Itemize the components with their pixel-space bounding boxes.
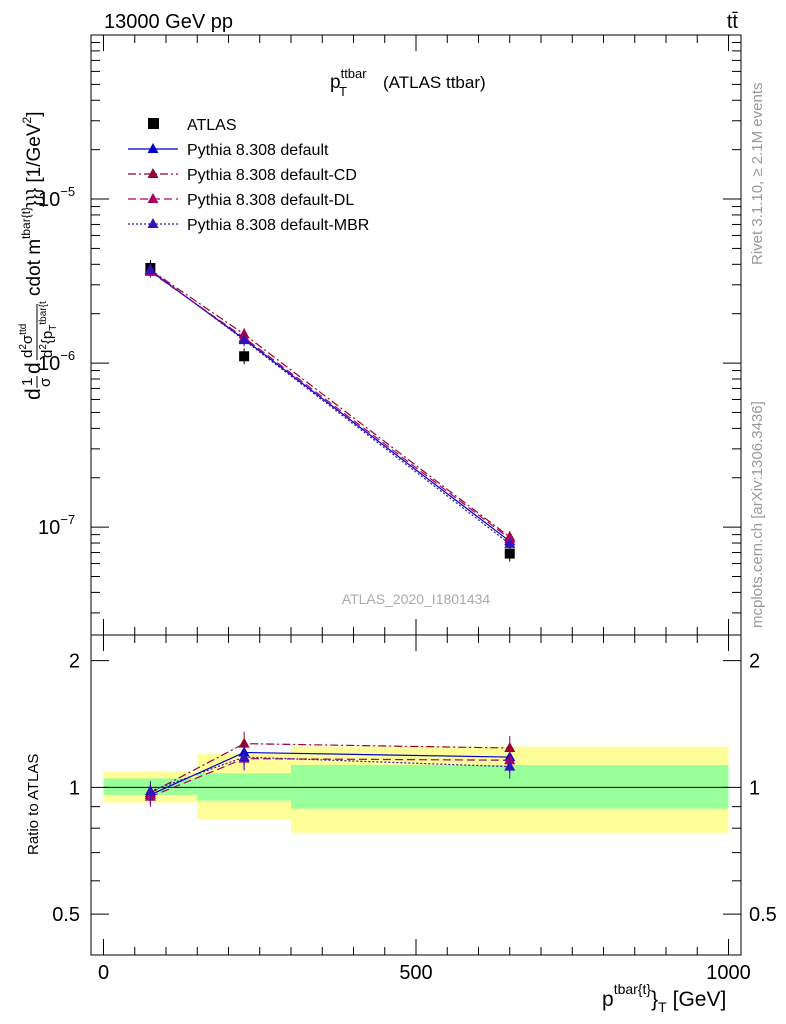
ratio-y-tick-labels: 0.5 0.5 1 1 2 2 (52, 651, 777, 927)
legend-marker (147, 218, 159, 228)
ratio-data-point (504, 742, 516, 753)
legend-marker (147, 193, 159, 203)
ratio-y-tick-label: 2 (69, 651, 80, 673)
legend-label: Pythia 8.308 default-DL (187, 192, 354, 209)
legend-entry-3: Pythia 8.308 default-DL (128, 192, 354, 209)
legend-label: ATLAS (187, 117, 237, 134)
ratio-series (144, 731, 516, 807)
legend-entry-4: Pythia 8.308 default-MBR (128, 217, 369, 234)
legend: ATLAS Pythia 8.308 default Pythia 8.308 de… (128, 117, 369, 234)
svg-text:σ: σ (37, 377, 54, 387)
legend-marker (148, 118, 159, 129)
analysis-watermark: ATLAS_2020_I1801434 (342, 591, 491, 607)
ratio-y-axis-label: Ratio to ATLAS (25, 754, 42, 855)
ratio-tick-marks (91, 635, 741, 955)
rivet-version-label: Rivet 3.1.10, ≥ 2.1M events (749, 83, 766, 266)
ratio-y-tick-label-right: 0.5 (749, 904, 777, 926)
ratio-panel: 0.5 0.5 1 1 2 2 0 500 1000 Ratio to ATLAS ptbar… (25, 634, 777, 1015)
legend-label: Pythia 8.308 default (187, 142, 329, 159)
header-collision-label: 13000 GeV pp (104, 11, 233, 33)
atlas-data-point (239, 351, 250, 362)
main-series-4 (144, 263, 516, 550)
svg-text:d2{pTtbar{t: d2{pTtbar{t (38, 301, 59, 358)
svg-text:d2σttd: d2σttd (18, 324, 36, 358)
mc-data-point (144, 263, 156, 274)
x-tick-labels: 0 500 1000 (98, 962, 751, 984)
x-axis-label: ptbar{t}}T [GeV] (602, 981, 726, 1015)
ratio-line (150, 756, 510, 792)
main-y-axis-label: d 1 σ d d2σttd d2{pTtbar{t cdot mtbar{t}… (18, 112, 59, 401)
main-y-tick-label: 10−7 (38, 512, 75, 539)
ratio-y-tick-label-right: 1 (749, 777, 760, 799)
ratio-y-tick-label-right: 2 (749, 651, 760, 673)
atlas-data-point (504, 548, 515, 559)
mc-data-point (238, 334, 250, 345)
mc-data-point (504, 537, 516, 548)
ratio-bands (103, 746, 729, 833)
legend-entry-0: ATLAS (148, 117, 237, 134)
mcplots-label: mcplots.cern.ch [arXiv:1306.3436] (749, 401, 766, 628)
main-y-tick-labels: 10−7 10−6 10−5 (38, 184, 75, 539)
series-line (150, 269, 511, 545)
ratio-y-tick-label: 0.5 (52, 904, 80, 926)
legend-marker (147, 168, 159, 178)
x-tick-label: 0 (98, 962, 109, 984)
legend-entry-1: Pythia 8.308 default (128, 142, 329, 159)
legend-label: Pythia 8.308 default-MBR (187, 217, 369, 234)
svg-text:1: 1 (19, 378, 36, 386)
ratio-line (150, 743, 510, 794)
main-series-0 (145, 259, 515, 562)
main-y-tick-label: 10−6 (38, 348, 75, 375)
svg-text:d: d (22, 362, 45, 374)
main-y-tick-label: 10−5 (38, 184, 75, 211)
ratio-y-tick-label: 1 (69, 777, 80, 799)
ratio-series-3 (144, 745, 516, 802)
legend-entry-2: Pythia 8.308 default-CD (128, 167, 357, 184)
svg-text:cdot mtbar{t}}}} [1/GeV2]: cdot mtbar{t}}}} [1/GeV2] (19, 112, 45, 297)
main-panel: pttbar T (ATLAS ttbar) ATLAS_2020_I1801434… (18, 34, 742, 636)
legend-label: Pythia 8.308 default-CD (187, 167, 357, 184)
main-series (144, 259, 516, 562)
svg-text:d: d (22, 388, 45, 400)
legend-marker (147, 143, 159, 153)
header-process-label: tt̄ (727, 11, 739, 33)
ratio-data-point (144, 785, 156, 796)
ratio-data-point (238, 737, 250, 748)
main-plot-title: pttbar T (ATLAS ttbar) (330, 66, 486, 99)
x-tick-label: 500 (399, 962, 432, 984)
main-tick-marks (91, 34, 741, 635)
mc-data-point (504, 532, 516, 543)
ratio-data-point (238, 751, 250, 762)
ratio-data-point (504, 760, 516, 771)
x-tick-label: 1000 (706, 962, 751, 984)
